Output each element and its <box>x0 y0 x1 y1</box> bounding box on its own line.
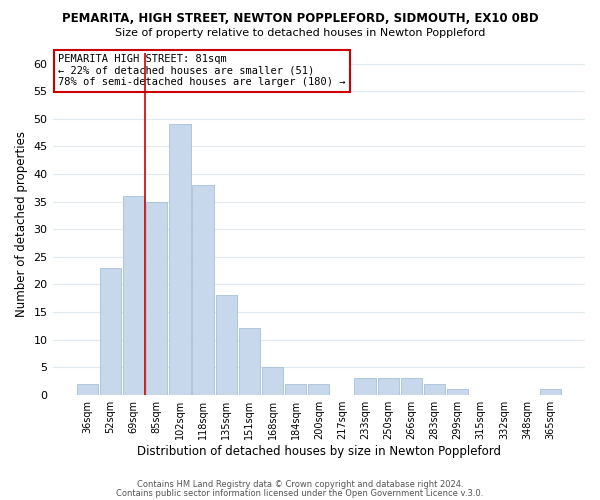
Bar <box>285 384 306 394</box>
Bar <box>193 185 214 394</box>
X-axis label: Distribution of detached houses by size in Newton Poppleford: Distribution of detached houses by size … <box>137 444 501 458</box>
Text: Contains HM Land Registry data © Crown copyright and database right 2024.: Contains HM Land Registry data © Crown c… <box>137 480 463 489</box>
Bar <box>215 296 237 394</box>
Text: Contains public sector information licensed under the Open Government Licence v.: Contains public sector information licen… <box>116 489 484 498</box>
Bar <box>100 268 121 394</box>
Bar <box>262 367 283 394</box>
Bar <box>424 384 445 394</box>
Bar <box>377 378 399 394</box>
Bar <box>355 378 376 394</box>
Y-axis label: Number of detached properties: Number of detached properties <box>15 130 28 316</box>
Text: PEMARITA HIGH STREET: 81sqm
← 22% of detached houses are smaller (51)
78% of sem: PEMARITA HIGH STREET: 81sqm ← 22% of det… <box>58 54 346 88</box>
Bar <box>308 384 329 394</box>
Bar <box>447 389 468 394</box>
Text: Size of property relative to detached houses in Newton Poppleford: Size of property relative to detached ho… <box>115 28 485 38</box>
Text: PEMARITA, HIGH STREET, NEWTON POPPLEFORD, SIDMOUTH, EX10 0BD: PEMARITA, HIGH STREET, NEWTON POPPLEFORD… <box>62 12 538 26</box>
Bar <box>401 378 422 394</box>
Bar <box>539 389 561 394</box>
Bar <box>169 124 191 394</box>
Bar <box>146 202 167 394</box>
Bar <box>123 196 145 394</box>
Bar <box>77 384 98 394</box>
Bar <box>239 328 260 394</box>
